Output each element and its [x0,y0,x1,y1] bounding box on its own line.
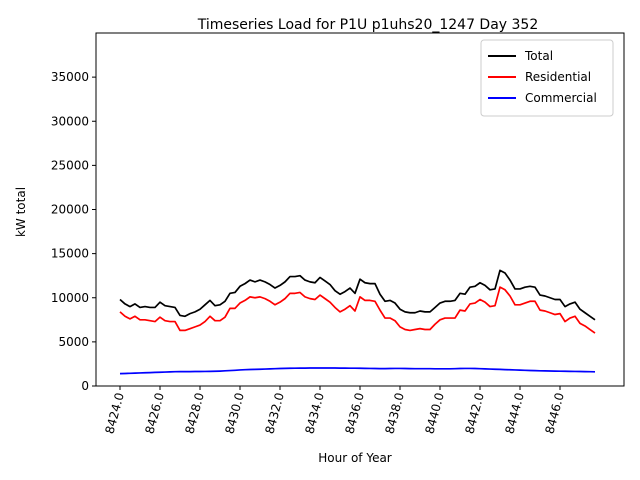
legend-label-commercial: Commercial [525,91,597,105]
plot-area-frame [95,32,625,387]
legend-label-residential: Residential [525,70,591,84]
y-tick-label: 5000 [58,335,89,349]
y-axis-label: kW total [14,187,28,237]
y-tick-label: 30000 [51,114,89,128]
y-tick-label: 35000 [51,70,89,84]
y-tick-label: 15000 [51,247,89,261]
y-tick-label: 10000 [51,291,89,305]
series-line-commercial [119,367,596,375]
series-layer [119,269,596,375]
series-line-residential [119,286,596,334]
legend: Total Residential Commercial [480,39,614,117]
x-axis-label: Hour of Year [318,451,392,465]
y-tick-label: 25000 [51,158,89,172]
legend-label-total: Total [524,49,553,63]
series-line-total [119,269,596,321]
y-tick-label: 20000 [51,203,89,217]
y-tick-label: 0 [81,379,89,393]
y-ticks: 0 5000 10000 15000 20000 25000 30000 35000 [51,70,96,393]
chart-title: Timeseries Load for P1U p1uhs20_1247 Day… [197,17,539,33]
